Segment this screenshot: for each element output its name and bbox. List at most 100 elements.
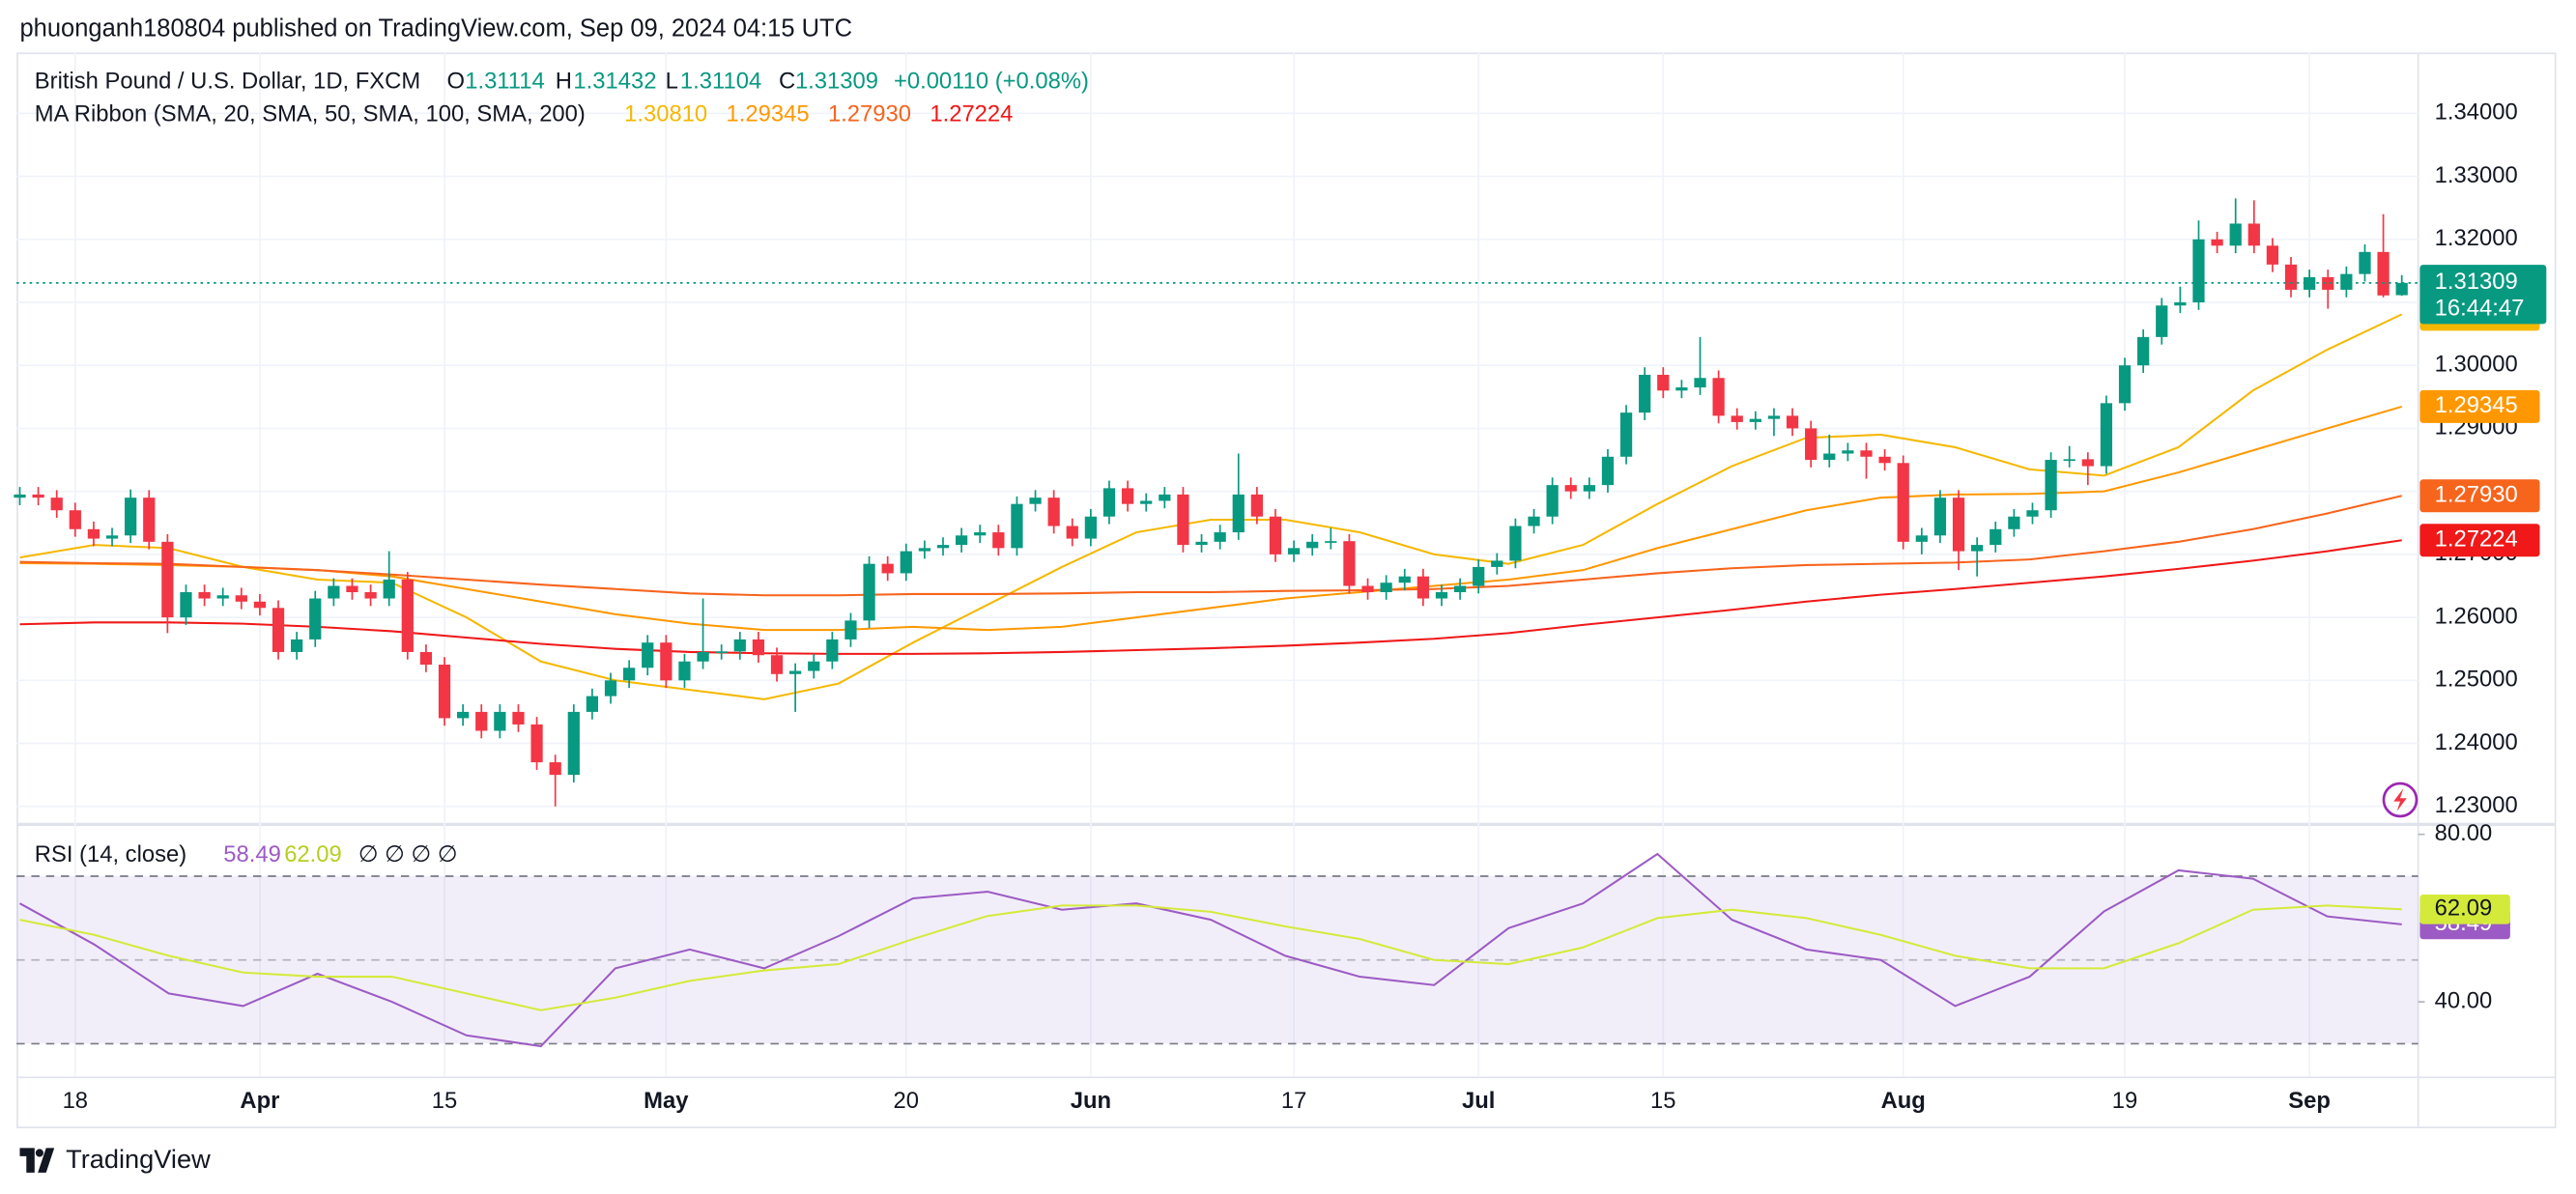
ma-line: [19, 313, 2403, 700]
candle-body: [1047, 498, 1060, 526]
candle-body: [1287, 548, 1301, 554]
candle-body: [1786, 415, 1799, 429]
ma-lines: [19, 313, 2403, 1048]
candle-body: [1084, 516, 1097, 539]
candle-body: [1509, 526, 1522, 561]
y-tick-label: 1.24000: [2435, 729, 2518, 755]
tradingview-logo: [19, 1148, 55, 1173]
candle-body: [494, 711, 506, 731]
candle-body: [1805, 428, 1818, 461]
x-tick-label: 15: [432, 1088, 457, 1114]
candle-body: [180, 591, 192, 618]
candle-body: [125, 498, 137, 536]
x-tick-label: Jul: [1462, 1088, 1495, 1114]
current-price-label: 1.31309: [2435, 269, 2518, 295]
ohlc-value: 1.31309: [795, 68, 878, 94]
logo-mark: [19, 1148, 55, 1173]
candle-body: [235, 595, 247, 602]
candle-body: [1694, 378, 1706, 388]
candle-body: [272, 608, 285, 652]
candle-body: [1619, 412, 1633, 457]
candle-body: [1417, 576, 1429, 599]
x-tick-label: Jun: [1071, 1088, 1111, 1114]
candle-body: [2247, 223, 2260, 246]
candle-body: [1398, 576, 1411, 583]
candle-body: [1675, 387, 1688, 391]
candle-body: [1897, 463, 1909, 542]
candle-body: [604, 680, 617, 696]
y-tick-label: 1.23000: [2435, 792, 2518, 818]
price-change: +0.00110 (+0.08%): [894, 68, 1089, 94]
ma-value-label: 1.27224: [2435, 526, 2518, 553]
candle-body: [1564, 485, 1577, 492]
indicator-icon[interactable]: [2382, 782, 2419, 818]
rsi-value-box: [2419, 895, 2510, 924]
ma-value-label: 1.27930: [2435, 481, 2518, 507]
candle-body: [2008, 516, 2020, 529]
countdown-label: 16:44:47: [2435, 295, 2525, 321]
icon-bolt: [2393, 788, 2407, 811]
candle-body: [770, 655, 784, 674]
ma-value-label: 1.29345: [2435, 392, 2518, 418]
y-tick-label: 1.32000: [2435, 225, 2518, 251]
candle-body: [992, 532, 1005, 549]
x-tick-label: May: [644, 1088, 689, 1114]
candle-body: [457, 711, 470, 719]
ma-ribbon-legend: MA Ribbon (SMA, 20, SMA, 50, SMA, 100, S…: [35, 100, 586, 127]
candle-body: [1528, 516, 1540, 526]
candle-body: [567, 711, 580, 776]
candle-body: [1159, 494, 1171, 501]
candle-body: [1952, 498, 1965, 552]
candle-body: [1712, 378, 1725, 416]
ma-line: [19, 495, 2402, 597]
candle-body: [1842, 450, 1854, 454]
candle-body: [1731, 415, 1743, 422]
candle-body: [808, 661, 820, 671]
ma-value-box: [2419, 389, 2540, 423]
candle-body: [2284, 264, 2298, 290]
rsi-extra: ∅ ∅ ∅ ∅: [358, 841, 458, 867]
rsi-value-label: 62.09: [2435, 896, 2493, 922]
candle-body: [1933, 498, 1947, 536]
candle-body: [1029, 498, 1042, 504]
legend-rsi-value: 62.09: [284, 841, 342, 867]
candle-body: [2395, 282, 2408, 296]
ohlc-label: L: [666, 68, 678, 94]
candle-body: [87, 528, 100, 539]
candle-body: [1232, 494, 1245, 533]
candle-body: [346, 585, 358, 592]
candle-body: [586, 696, 599, 712]
x-tick-label: 15: [1650, 1088, 1675, 1114]
candle-body: [1361, 585, 1374, 592]
rsi-tick-label: 80.00: [2435, 820, 2493, 846]
footer-brand: TradingView: [66, 1144, 211, 1174]
legend-ma-value: 1.30810: [624, 100, 707, 127]
candle-body: [2340, 273, 2353, 290]
candle-body: [1989, 528, 2002, 546]
candle-body: [143, 498, 156, 542]
candle-body: [69, 510, 81, 529]
candles: [14, 198, 2419, 807]
candle-body: [1491, 560, 1503, 567]
candle-body: [1823, 453, 1836, 461]
candle-body: [328, 585, 340, 599]
candle-body: [105, 535, 119, 539]
candle-body: [198, 591, 211, 599]
ma-value-box: [2419, 524, 2540, 557]
legend-ma-value: 1.27224: [930, 100, 1013, 127]
ma-value-box: [2419, 479, 2540, 513]
candle-body: [1214, 532, 1226, 542]
y-tick-label: 1.33000: [2435, 162, 2518, 188]
candle-body: [2304, 276, 2316, 290]
candle-body: [2377, 251, 2390, 296]
candle-body: [291, 639, 303, 652]
x-tick-label: 19: [2112, 1088, 2137, 1114]
candle-body: [530, 724, 543, 763]
publisher-header: phuonganh180804 published on TradingView…: [19, 14, 852, 42]
candle-body: [2118, 365, 2132, 404]
candle-body: [2174, 301, 2187, 306]
candle-body: [863, 563, 875, 621]
candle-body: [733, 639, 746, 652]
ma-line: [19, 539, 2402, 655]
